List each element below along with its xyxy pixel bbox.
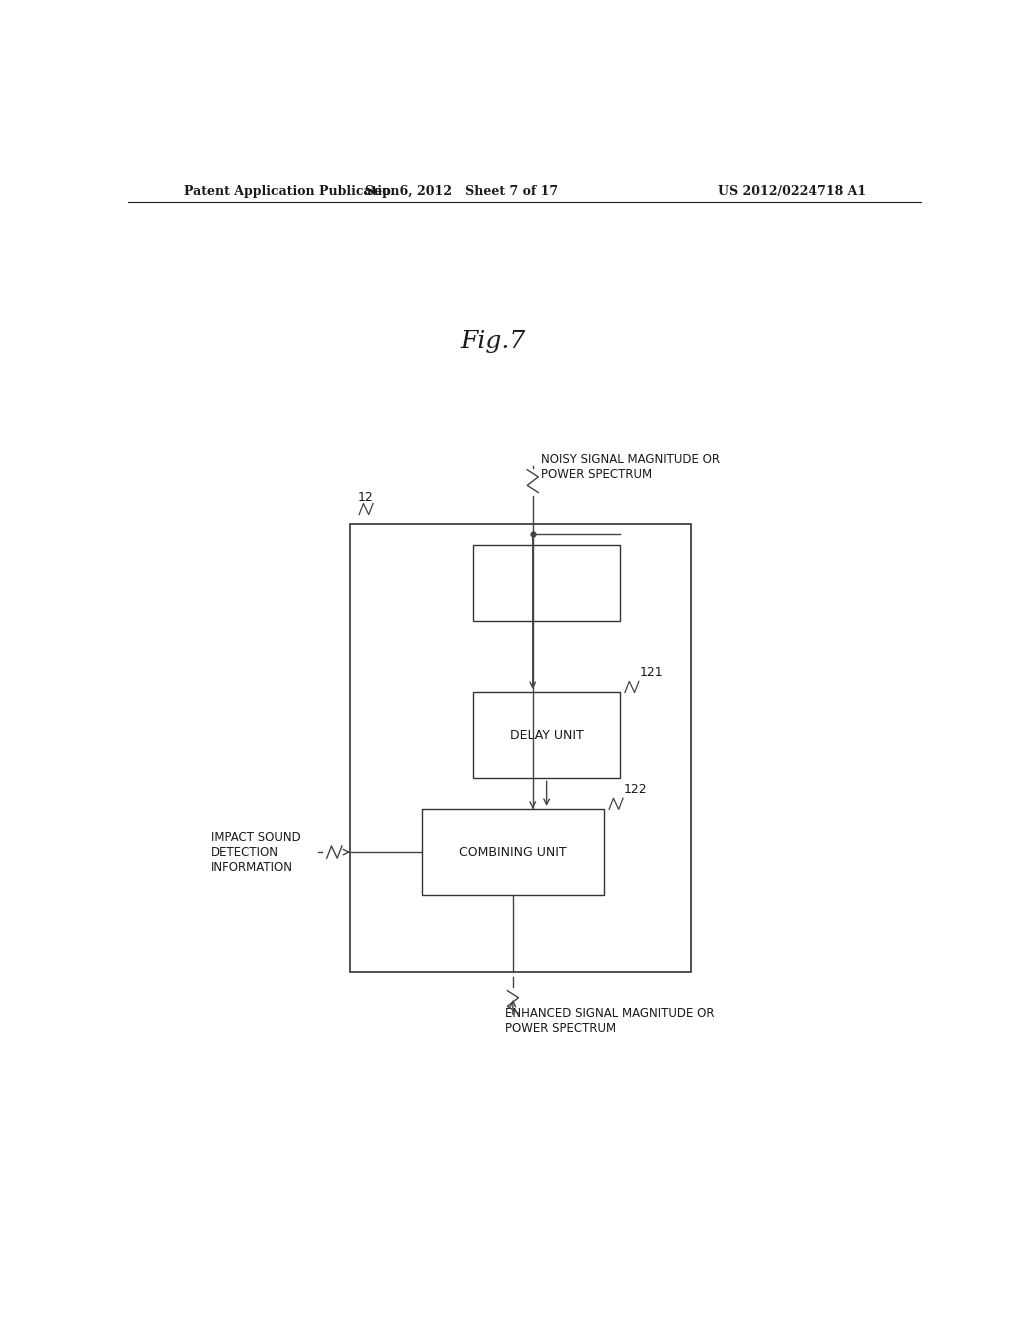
Text: 12: 12 xyxy=(358,491,374,504)
Bar xyxy=(422,809,604,895)
Text: 122: 122 xyxy=(624,783,647,796)
Bar xyxy=(350,524,691,972)
Text: DELAY UNIT: DELAY UNIT xyxy=(510,729,584,742)
Bar xyxy=(473,545,621,620)
Text: ENHANCED SIGNAL MAGNITUDE OR
POWER SPECTRUM: ENHANCED SIGNAL MAGNITUDE OR POWER SPECT… xyxy=(505,1007,715,1035)
Text: Sep. 6, 2012   Sheet 7 of 17: Sep. 6, 2012 Sheet 7 of 17 xyxy=(365,185,558,198)
Text: 121: 121 xyxy=(640,665,664,678)
Text: IMPACT SOUND
DETECTION
INFORMATION: IMPACT SOUND DETECTION INFORMATION xyxy=(211,830,301,874)
Text: Fig.7: Fig.7 xyxy=(461,330,525,352)
Text: NOISY SIGNAL MAGNITUDE OR
POWER SPECTRUM: NOISY SIGNAL MAGNITUDE OR POWER SPECTRUM xyxy=(541,453,720,482)
Text: COMBINING UNIT: COMBINING UNIT xyxy=(459,846,566,858)
Text: US 2012/0224718 A1: US 2012/0224718 A1 xyxy=(718,185,866,198)
Text: Patent Application Publication: Patent Application Publication xyxy=(183,185,399,198)
Bar xyxy=(473,692,621,779)
